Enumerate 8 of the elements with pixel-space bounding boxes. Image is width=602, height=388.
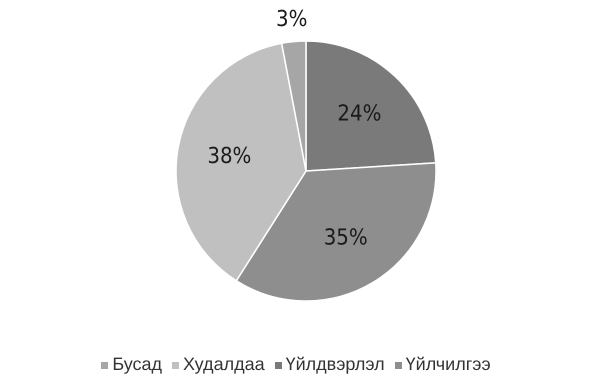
- data-label: 3%: [276, 7, 308, 32]
- data-label: 35%: [324, 226, 368, 251]
- legend-label: Бусад: [112, 354, 162, 374]
- data-label: 24%: [337, 102, 382, 127]
- legend-label: Үйлчилгээ: [406, 354, 491, 374]
- legend-label: Үйлдвэрлэл: [286, 354, 385, 374]
- data-label: 38%: [207, 144, 252, 169]
- legend-label: Худалдаа: [183, 354, 265, 374]
